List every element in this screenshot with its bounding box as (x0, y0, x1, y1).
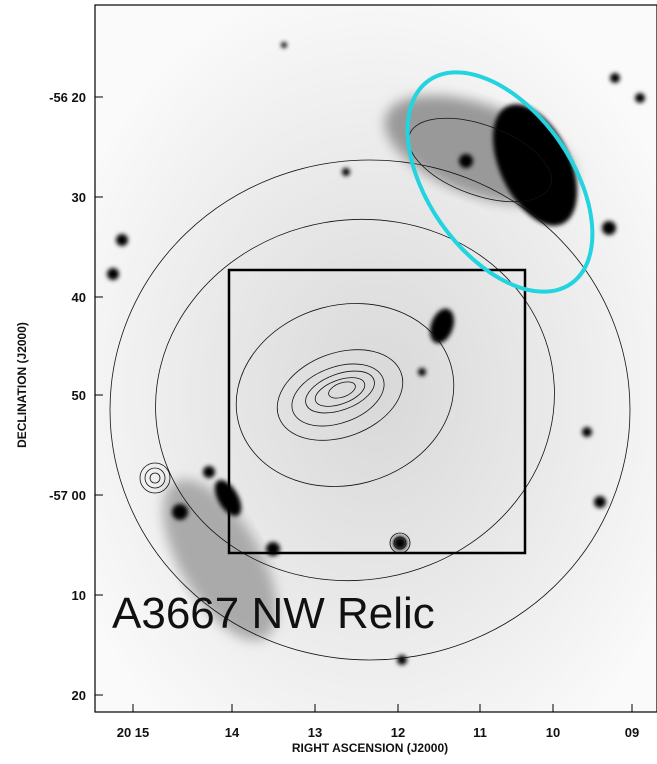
x-tick-label: 20 15 (117, 725, 150, 740)
x-tick-label: 13 (308, 725, 322, 740)
figure: A3667 NW Relic DECLINATION (J2000) RIGHT… (0, 0, 657, 759)
x-tick-label: 10 (546, 725, 560, 740)
y-tick-label: 30 (72, 190, 86, 205)
y-tick-label: -56 20 (49, 90, 86, 105)
x-tick-label: 14 (225, 725, 240, 740)
y-tick-label: 10 (72, 588, 86, 603)
y-axis-label: DECLINATION (J2000) (15, 322, 29, 448)
x-tick-label: 11 (473, 725, 487, 740)
y-tick-label: 50 (72, 388, 86, 403)
y-tick-label: -57 00 (49, 488, 86, 503)
y-tick-label: 40 (72, 290, 86, 305)
page: A3667 NW Relic DECLINATION (J2000) RIGHT… (0, 0, 657, 764)
x-axis-label: RIGHT ASCENSION (J2000) (292, 741, 448, 755)
annotation: A3667 NW Relic (112, 589, 435, 638)
x-tick-label: 12 (391, 725, 405, 740)
y-tick-label: 20 (72, 688, 86, 703)
x-tick-label: 09 (625, 725, 639, 740)
